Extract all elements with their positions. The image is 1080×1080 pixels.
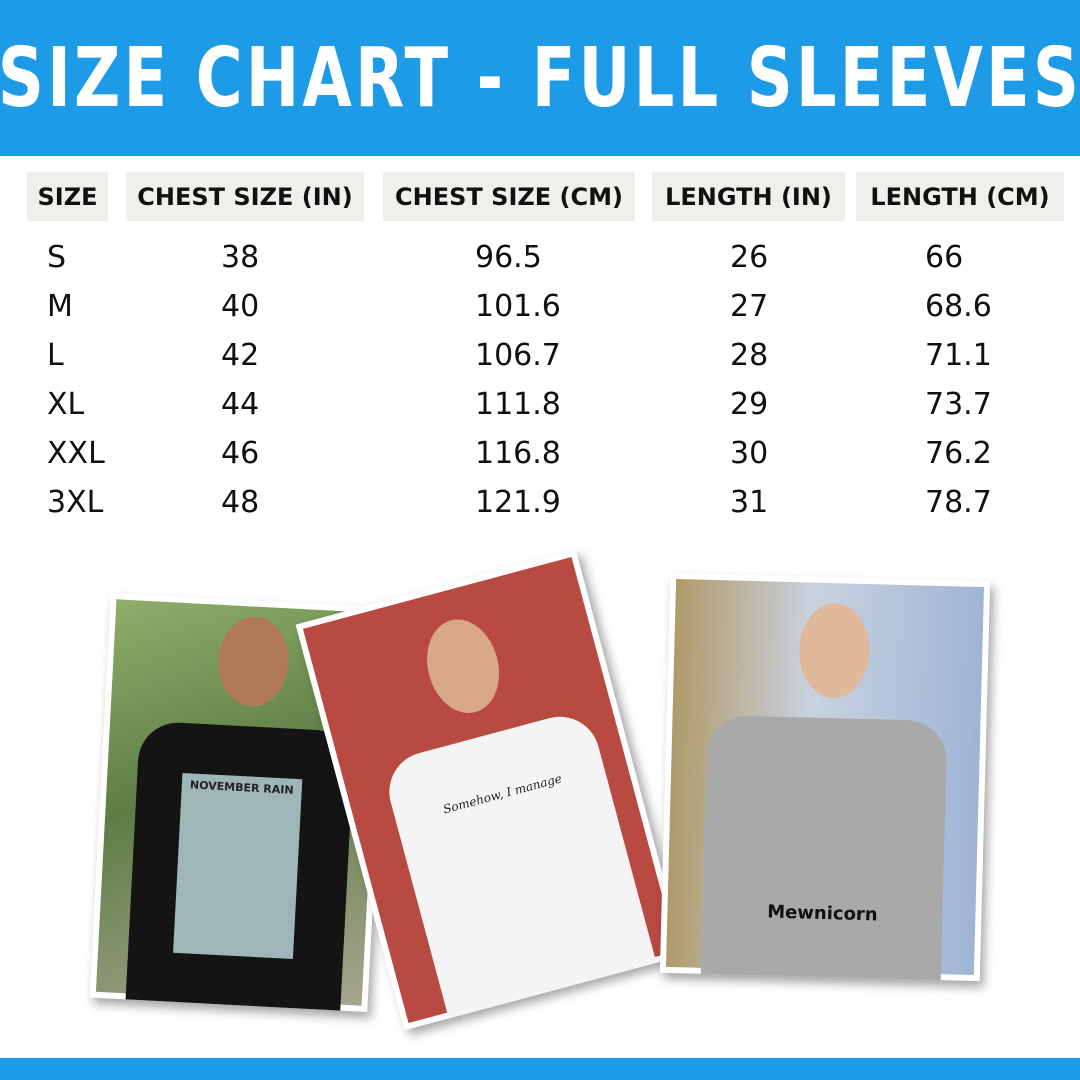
- table-cell: 46: [221, 436, 260, 471]
- shirt-print-text: NOVEMBER RAIN: [189, 778, 294, 797]
- column-header: LENGTH (IN): [652, 172, 845, 221]
- table-cell: 71.1: [925, 338, 992, 373]
- table-cell: 76.2: [925, 436, 992, 471]
- column-header: SIZE: [27, 172, 108, 221]
- table-cell: XL: [47, 387, 85, 422]
- table-cell: 111.8: [475, 387, 561, 422]
- table-cell: 26: [730, 240, 769, 275]
- bottom-stripe: [0, 1058, 1080, 1080]
- column-header: CHEST SIZE (IN): [126, 172, 364, 221]
- shirt-print-text: Mewnicorn: [766, 901, 878, 926]
- column-header: CHEST SIZE (CM): [383, 172, 635, 221]
- table-cell: 27: [730, 289, 769, 324]
- table-cell: 78.7: [925, 485, 992, 520]
- table-cell: M: [47, 289, 73, 324]
- table-cell: 73.7: [925, 387, 992, 422]
- table-cell: 96.5: [475, 240, 542, 275]
- table-cell: 44: [221, 387, 260, 422]
- table-cell: 106.7: [475, 338, 561, 373]
- title-banner: SIZE CHART - FULL SLEEVES: [0, 0, 1080, 156]
- column-header: LENGTH (CM): [856, 172, 1064, 221]
- table-cell: 3XL: [47, 485, 104, 520]
- table-cell: 31: [730, 485, 769, 520]
- table-cell: 38: [221, 240, 260, 275]
- table-cell: 29: [730, 387, 769, 422]
- table-cell: 42: [221, 338, 260, 373]
- table-cell: L: [47, 338, 64, 373]
- table-cell: 48: [221, 485, 260, 520]
- table-cell: 40: [221, 289, 260, 324]
- table-cell: 68.6: [925, 289, 992, 324]
- table-cell: 28: [730, 338, 769, 373]
- table-cell: 121.9: [475, 485, 561, 520]
- table-cell: 101.6: [475, 289, 561, 324]
- model-photo-3: Mewnicorn: [659, 572, 991, 982]
- table-cell: S: [47, 240, 67, 275]
- table-cell: XXL: [47, 436, 105, 471]
- table-cell: 66: [925, 240, 964, 275]
- page-title: SIZE CHART - FULL SLEEVES: [0, 30, 1080, 126]
- table-cell: 116.8: [475, 436, 561, 471]
- table-cell: 30: [730, 436, 769, 471]
